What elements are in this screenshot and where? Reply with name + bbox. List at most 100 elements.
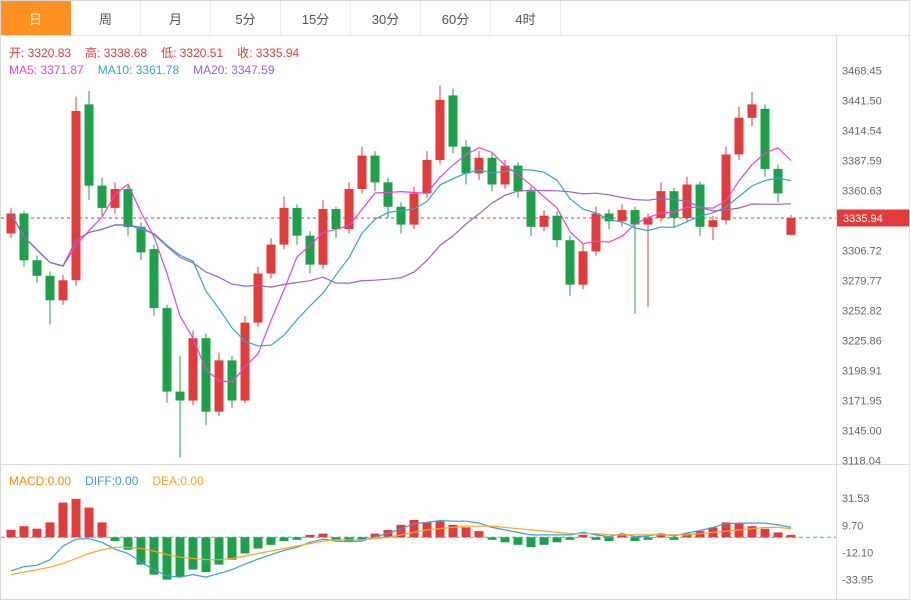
candle bbox=[71, 111, 81, 281]
interval-tabbar: 日周月 5分 15分 30分 60分 4时 bbox=[1, 1, 909, 36]
macd-bar bbox=[201, 537, 211, 573]
tab-4hour[interactable]: 4时 bbox=[491, 1, 561, 35]
tab-day[interactable]: 日 bbox=[1, 1, 71, 35]
macd-bar bbox=[331, 537, 341, 540]
candle bbox=[734, 117, 744, 155]
price-tick-label: 3468.45 bbox=[842, 65, 882, 77]
macd-bar bbox=[409, 520, 419, 538]
candle bbox=[708, 220, 718, 227]
candle bbox=[617, 210, 627, 222]
candle bbox=[526, 191, 536, 227]
candlestick-chart[interactable]: 3468.45 3441.50 3414.54 3387.59 3360.63 3306.… bbox=[1, 36, 910, 600]
tab-5min[interactable]: 5分 bbox=[211, 1, 281, 35]
candle bbox=[253, 273, 263, 323]
macd-bar bbox=[539, 537, 549, 545]
macd-bar bbox=[370, 533, 380, 538]
macd-bar bbox=[240, 537, 250, 554]
tab-15min[interactable]: 15分 bbox=[281, 1, 351, 35]
candle bbox=[747, 104, 757, 118]
candle bbox=[513, 165, 523, 192]
macd-tick-label: 31.53 bbox=[842, 493, 870, 505]
price-tick-label: 3198.91 bbox=[842, 366, 882, 378]
candle bbox=[773, 168, 783, 194]
candle bbox=[721, 154, 731, 221]
candle bbox=[149, 249, 159, 309]
macd-bar bbox=[84, 507, 94, 538]
macd-tick-label: -33.95 bbox=[842, 575, 873, 587]
price-tick-label: 3441.50 bbox=[842, 96, 882, 108]
macd-bar bbox=[500, 537, 510, 543]
macd-bar bbox=[19, 526, 29, 538]
price-tick-label: 3306.72 bbox=[842, 246, 882, 258]
candle bbox=[123, 189, 133, 227]
candle bbox=[227, 360, 237, 401]
candle bbox=[279, 207, 289, 245]
price-tick-label: 3118.04 bbox=[842, 456, 881, 468]
macd-bar bbox=[214, 537, 224, 565]
macd-bar bbox=[97, 522, 107, 538]
candles[interactable] bbox=[6, 85, 796, 458]
macd-bar bbox=[253, 537, 263, 549]
candle bbox=[461, 146, 471, 174]
macd-bar bbox=[565, 537, 575, 540]
macd-bar bbox=[344, 537, 354, 541]
tab-30min[interactable]: 30分 bbox=[351, 1, 421, 35]
macd-bar bbox=[227, 537, 237, 560]
macd-bar bbox=[526, 537, 536, 548]
candle bbox=[214, 360, 224, 412]
macd-bar bbox=[461, 527, 471, 538]
tab-month[interactable]: 月 bbox=[141, 1, 211, 35]
tab-60min[interactable]: 60分 bbox=[421, 1, 491, 35]
macd-bar bbox=[396, 524, 406, 538]
macd-histogram bbox=[6, 498, 796, 580]
candle bbox=[669, 191, 679, 218]
svg-text:3335.94: 3335.94 bbox=[843, 213, 883, 225]
candle bbox=[565, 240, 575, 285]
price-tick-label: 3145.00 bbox=[842, 426, 882, 438]
candle bbox=[240, 322, 250, 401]
macd-bar bbox=[786, 534, 796, 538]
macd-bar bbox=[292, 537, 302, 540]
macd-bar bbox=[6, 529, 16, 538]
candle bbox=[643, 217, 653, 225]
price-tick-label: 3252.82 bbox=[842, 306, 882, 318]
price-tick-label: 3279.77 bbox=[842, 276, 882, 288]
macd-bar bbox=[552, 537, 562, 543]
tab-week[interactable]: 周 bbox=[71, 1, 141, 35]
price-tick-label: 3387.59 bbox=[842, 156, 882, 168]
macd-bar bbox=[591, 537, 601, 540]
last-price-tag: 3335.94 bbox=[837, 209, 909, 227]
ma10-line bbox=[10, 169, 792, 347]
candle bbox=[32, 260, 42, 276]
candle bbox=[435, 99, 445, 160]
macd-bar bbox=[58, 502, 68, 538]
candle bbox=[500, 165, 510, 185]
macd-bar bbox=[32, 528, 42, 538]
candle bbox=[487, 157, 497, 185]
candle bbox=[58, 280, 68, 301]
candle bbox=[357, 155, 367, 189]
macd-bar bbox=[305, 534, 315, 538]
candle bbox=[396, 206, 406, 225]
price-tick-label: 3225.86 bbox=[842, 336, 882, 348]
macd-bar bbox=[266, 537, 276, 545]
chart-area: 3468.45 3441.50 3414.54 3387.59 3360.63 3306.… bbox=[1, 36, 910, 600]
macd-bar bbox=[643, 537, 653, 540]
price-tick-label: 3360.63 bbox=[842, 186, 882, 198]
candle bbox=[6, 213, 16, 234]
macd-bar bbox=[318, 533, 328, 538]
macd-bar bbox=[513, 537, 523, 545]
candle bbox=[305, 235, 315, 265]
dea-line bbox=[10, 525, 792, 576]
macd-bar bbox=[487, 537, 497, 540]
candle bbox=[110, 189, 120, 208]
macd-bar bbox=[617, 534, 627, 538]
macd-bar bbox=[279, 537, 289, 541]
price-tick-label: 3414.54 bbox=[842, 126, 882, 138]
macd-bar bbox=[357, 537, 367, 540]
candle bbox=[383, 182, 393, 207]
macd-bar bbox=[136, 537, 146, 565]
candle bbox=[422, 160, 432, 194]
candle bbox=[695, 184, 705, 227]
macd-bar bbox=[630, 537, 640, 541]
